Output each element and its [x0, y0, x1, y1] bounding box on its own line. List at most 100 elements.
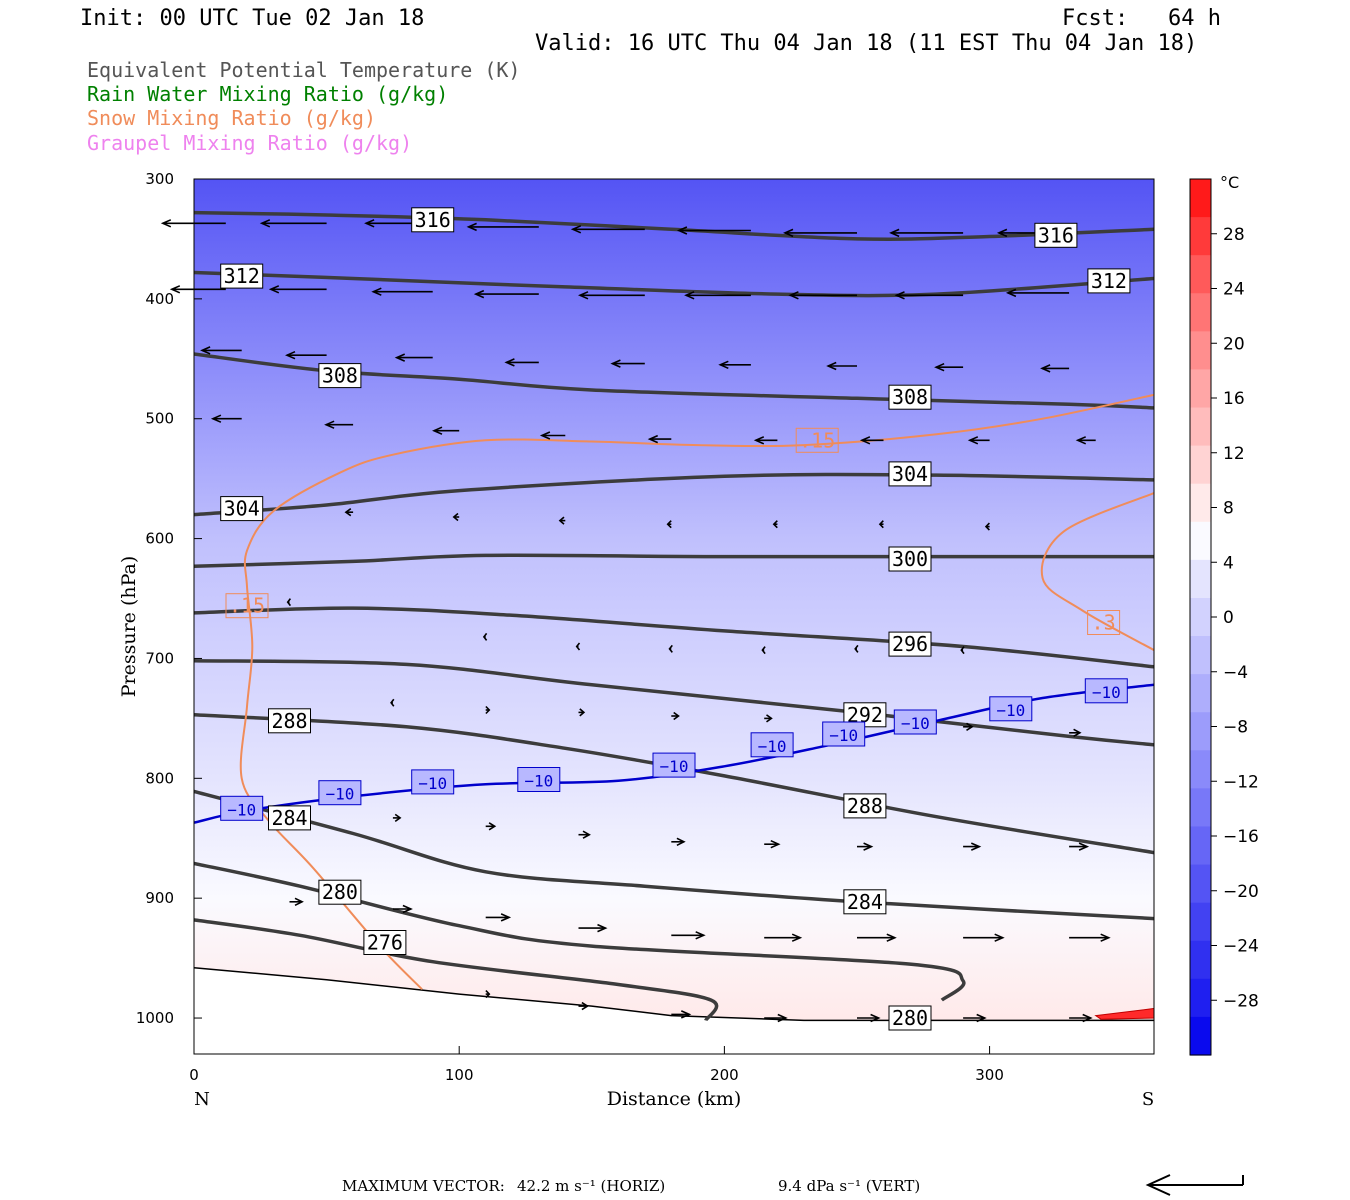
wind-vector-head-16	[894, 291, 905, 300]
theta-e-280-line	[194, 861, 966, 1002]
isotherm-label-7: −10	[893, 709, 937, 735]
wind-vector-23	[718, 360, 751, 370]
isotherm-label-8-text: −10	[996, 701, 1025, 720]
theta-e-288-label-1-text: 288	[847, 794, 883, 818]
wind-vector-head-69	[597, 923, 608, 933]
isotherm-label-3: −10	[517, 767, 561, 792]
wind-vector-30	[539, 431, 566, 440]
wind-vector-head-65	[1078, 842, 1090, 851]
isotherm-label-7-box	[893, 709, 937, 735]
wind-vector-47	[761, 646, 766, 655]
wind-vector-26	[1040, 364, 1070, 373]
wind-vector-57	[1069, 728, 1082, 737]
colorbar-unit: °C	[1220, 173, 1239, 192]
wind-vector-head-22	[610, 359, 621, 368]
wind-vector-head-25	[934, 362, 945, 372]
theta-e-304-label-1: 304	[888, 461, 932, 487]
wind-vector-53	[671, 711, 680, 721]
wind-vector-73	[963, 933, 1005, 942]
wind-vector-head-3	[466, 222, 477, 232]
wind-vector-65	[1069, 842, 1090, 851]
theta-e-312-label-0: 312	[220, 263, 264, 289]
wind-vector-head-30	[539, 431, 551, 440]
wind-vector-head-54	[766, 714, 773, 723]
wind-vector-head-11	[371, 287, 382, 296]
wind-vector-29	[432, 426, 460, 435]
x-end-label-n: N	[194, 1089, 210, 1110]
theta-e-304-label-1-box	[888, 461, 932, 487]
wind-vector-21	[504, 358, 539, 367]
wind-vector-34	[967, 436, 990, 445]
theta-e-284-label-1: 284	[843, 889, 887, 915]
temperature-field	[194, 179, 1154, 1054]
theta-e-316-label-0-text: 316	[415, 208, 451, 232]
isotherm-label-4: −10	[652, 752, 696, 778]
theta-e-288-label-0: 288	[268, 708, 311, 734]
colorbar-swatch-18	[1190, 864, 1211, 904]
isotherm-label-2: −10	[411, 769, 455, 795]
temperature-fill	[194, 179, 1154, 1054]
wind-vector-38	[558, 516, 566, 525]
wind-vector-head-64	[970, 842, 982, 851]
isotherm-label-5-text: −10	[758, 737, 787, 756]
isotherm-label-1-box	[318, 780, 362, 806]
isotherm-label-2-text: −10	[418, 774, 447, 793]
x-tick-label-200: 200	[710, 1066, 739, 1084]
colorbar-label-10: −12	[1223, 772, 1259, 792]
max-vector-horiz: 42.2 m s⁻¹ (HORIZ)	[517, 1177, 665, 1195]
wind-vector-head-52	[579, 708, 586, 717]
isotherm-label-2-box	[411, 769, 455, 795]
wind-vector-head-63	[863, 842, 874, 851]
terrain-fill	[194, 967, 1154, 1054]
snow-015-label-0-box	[225, 593, 269, 619]
wind-vector-head-49	[960, 646, 965, 655]
wind-vector-head-59	[488, 822, 497, 831]
snow-03-label-0: .3	[1087, 610, 1121, 635]
colorbar-swatch-21	[1190, 978, 1211, 1018]
wind-vector-head-44	[482, 632, 488, 641]
wind-vector-head-26	[1040, 364, 1051, 373]
wind-vector-4	[570, 225, 645, 234]
wind-vector-head-19	[285, 350, 296, 360]
wind-vector-head-2	[364, 219, 375, 228]
wind-vector-head-4	[570, 225, 582, 234]
wind-vector-45	[575, 642, 581, 651]
isotherm-label-1-text: −10	[325, 785, 354, 804]
colorbar-label-2: 20	[1223, 334, 1245, 354]
init-time: Init: 00 UTC Tue 02 Jan 18	[80, 6, 425, 31]
isotherm-label-0: −10	[220, 795, 264, 821]
theta-e-304-line	[194, 472, 1154, 517]
wind-vector-3	[466, 222, 539, 232]
colorbar-swatch-11	[1190, 597, 1211, 637]
theta-e-312-label-0-text: 312	[224, 264, 260, 288]
wind-vector-19	[285, 350, 327, 360]
theta-e-284-label-0-text: 284	[271, 806, 307, 830]
theta-e-308-label-0: 308	[318, 363, 362, 389]
wind-vector-head-42	[984, 522, 990, 531]
wind-vector-head-70	[695, 931, 706, 940]
wind-vector-head-48	[854, 644, 859, 653]
colorbar-label-7: 0	[1223, 608, 1234, 628]
wind-vector-27	[210, 414, 242, 423]
theta-e-284-label-1-text: 284	[847, 890, 883, 914]
wind-vector-11	[371, 287, 433, 296]
wind-vector-15	[788, 291, 857, 300]
y-tick-label-400: 400	[145, 290, 174, 308]
colorbar-swatch-13	[1190, 674, 1211, 713]
wind-vector-head-33	[859, 436, 871, 445]
theta-e-280-label-0: 280	[318, 879, 362, 905]
wind-vector-head-66	[294, 897, 304, 907]
theta-e-284-label-0: 284	[268, 805, 311, 831]
wind-vector-head-29	[432, 426, 443, 435]
theta-e-300-label-0-text: 300	[892, 547, 928, 571]
wind-vector-1	[259, 219, 327, 228]
wind-vector-70	[671, 931, 706, 940]
wind-vector-head-20	[394, 353, 406, 362]
isotherm-label-8-box	[989, 696, 1033, 722]
wind-vector-head-21	[504, 358, 515, 367]
wind-vector-head-36	[344, 508, 352, 517]
wind-vector-52	[578, 708, 586, 717]
snow-015-label-1-text: .15	[799, 428, 835, 452]
wind-vector-head-18	[200, 346, 211, 355]
